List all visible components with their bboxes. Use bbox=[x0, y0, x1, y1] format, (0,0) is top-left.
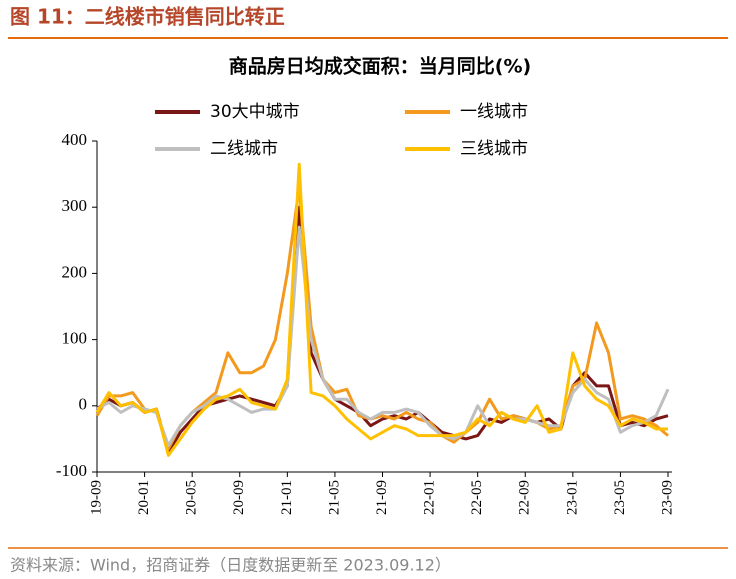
figure-title: 图 11：二线楼市销售同比转正 bbox=[10, 5, 285, 29]
series-line bbox=[96, 225, 670, 447]
y-tick-label: 200 bbox=[62, 262, 88, 281]
x-tick-label: 22-01 bbox=[422, 480, 438, 515]
x-tick-label: 23-09 bbox=[659, 480, 675, 515]
legend-label: 三线城市 bbox=[460, 139, 528, 159]
legend-label: 二线城市 bbox=[210, 139, 278, 159]
x-tick-label: 21-05 bbox=[326, 480, 342, 515]
x-tick-label: 20-09 bbox=[231, 480, 247, 515]
series-line bbox=[95, 162, 668, 457]
y-tick-label: 400 bbox=[62, 130, 88, 149]
series-line bbox=[95, 185, 669, 451]
x-tick-label: 22-05 bbox=[469, 480, 485, 515]
legend-label: 一线城市 bbox=[460, 102, 528, 122]
x-tick-label: 20-01 bbox=[136, 480, 152, 515]
x-tick-label: 22-09 bbox=[517, 480, 533, 515]
x-tick-label: 23-05 bbox=[612, 480, 628, 515]
legend-label: 30大中城市 bbox=[210, 102, 300, 122]
chart-title: 商品房日均成交面积：当月同比(%) bbox=[229, 55, 531, 78]
y-tick-label: -100 bbox=[56, 461, 87, 480]
x-tick-label: 21-01 bbox=[279, 480, 295, 515]
y-tick-label: 100 bbox=[62, 329, 88, 348]
x-tick-label: 20-05 bbox=[184, 480, 200, 515]
y-tick-label: 300 bbox=[62, 196, 88, 215]
y-tick-label: 0 bbox=[79, 395, 88, 414]
x-tick-label: 21-09 bbox=[374, 480, 390, 515]
x-tick-label: 19-09 bbox=[88, 480, 104, 515]
x-tick-label: 23-01 bbox=[564, 480, 580, 515]
source-note: 资料来源：Wind，招商证券（日度数据更新至 2023.09.12） bbox=[10, 556, 451, 575]
